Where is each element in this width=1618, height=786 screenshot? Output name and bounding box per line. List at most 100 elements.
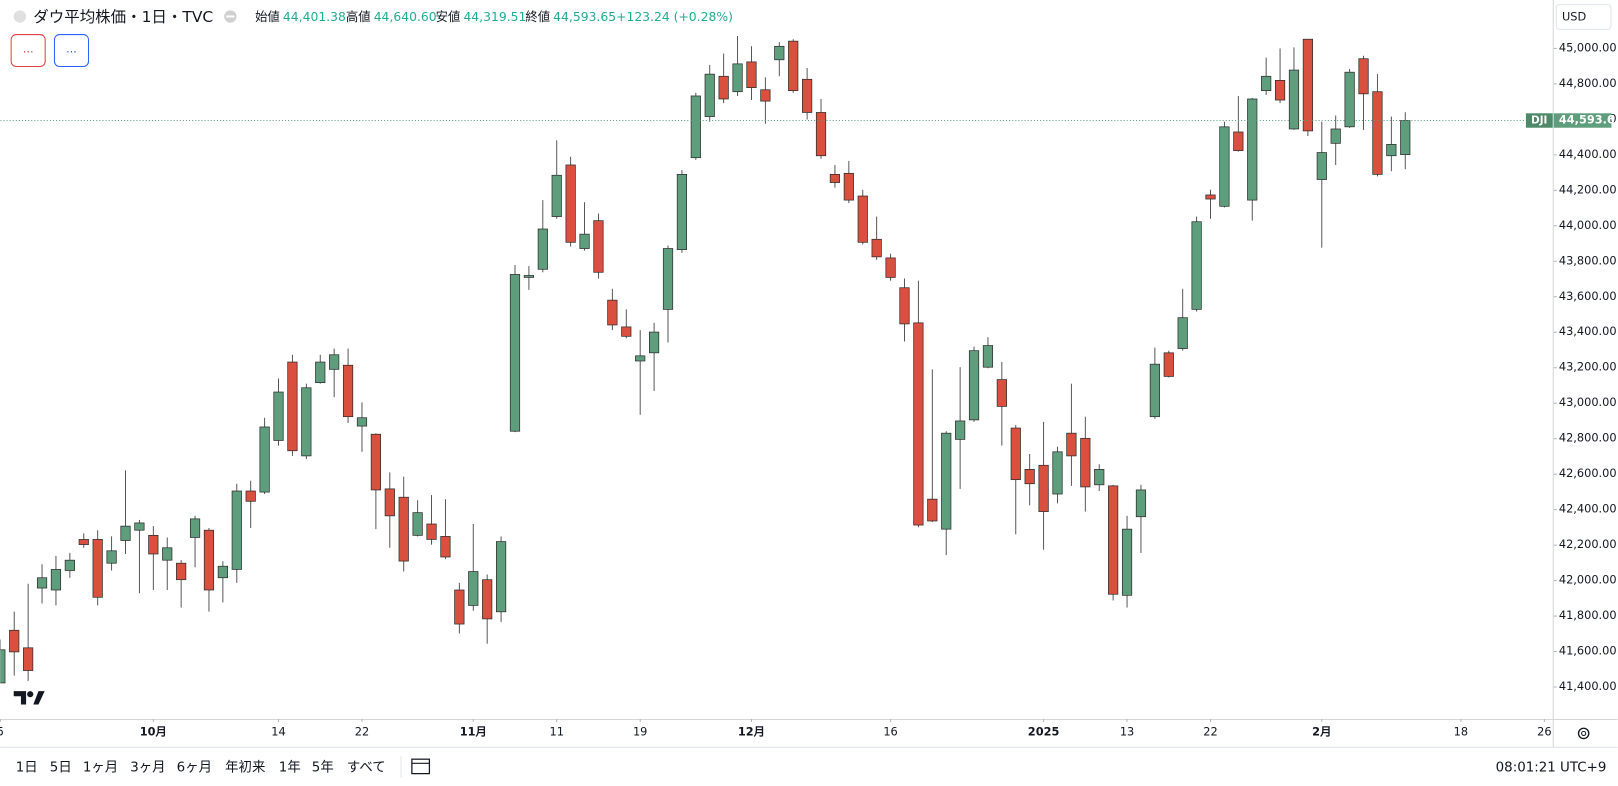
candle-body xyxy=(649,331,660,354)
candle-body xyxy=(287,361,298,452)
settings-button[interactable] xyxy=(1577,727,1590,740)
candle-body xyxy=(398,496,409,562)
x-tick-label: 2025 xyxy=(1028,724,1060,738)
candle-body xyxy=(1302,38,1313,132)
x-tick-label: 22 xyxy=(355,724,369,738)
candle-body xyxy=(1177,317,1188,349)
candle-body xyxy=(593,220,604,273)
candle-body xyxy=(301,387,312,457)
candle-body xyxy=(1358,58,1369,95)
candle-body xyxy=(440,536,451,558)
range-button[interactable]: 1年 xyxy=(279,759,301,775)
x-tick-label: 12月 xyxy=(738,724,765,738)
chart-title: ダウ平均株価・1日・TVC xyxy=(33,8,213,26)
legend-label: 始値 xyxy=(255,9,280,24)
candle-body xyxy=(1316,152,1327,180)
candle-body xyxy=(1066,432,1077,457)
y-tick-label: 41,400.00 xyxy=(1559,679,1617,693)
candle-body xyxy=(217,565,228,579)
collapse-icon xyxy=(226,15,235,18)
candle-body xyxy=(134,522,145,531)
candle-body xyxy=(1330,128,1341,144)
candle-body xyxy=(259,426,270,493)
candle-body xyxy=(231,490,242,570)
candle-body xyxy=(662,248,674,310)
candle-body xyxy=(1010,427,1021,481)
candle-body xyxy=(1108,485,1119,595)
candle-body xyxy=(1191,221,1202,310)
candle-body xyxy=(913,322,924,526)
candle-body xyxy=(551,174,562,217)
candle-body xyxy=(746,61,757,88)
calendar-button[interactable] xyxy=(411,758,431,775)
candle-body xyxy=(635,355,646,362)
candle-body xyxy=(342,364,354,418)
candle-body xyxy=(982,345,994,368)
candle-body xyxy=(245,490,256,502)
candle-body xyxy=(329,354,340,370)
x-tick-label: 14 xyxy=(271,724,285,738)
x-tick-label: 22 xyxy=(1203,724,1217,738)
range-button[interactable]: 5日 xyxy=(50,760,72,775)
price-badge xyxy=(1553,113,1612,128)
candle-body xyxy=(579,233,590,249)
range-button[interactable]: 1ヶ月 xyxy=(83,760,118,775)
range-button[interactable]: 1日 xyxy=(16,760,38,775)
y-tick-label: 41,800.00 xyxy=(1559,608,1617,622)
candle-body xyxy=(1219,126,1230,207)
candle-body xyxy=(857,195,868,243)
range-button[interactable]: 3ヶ月 xyxy=(130,760,165,775)
candle-body xyxy=(690,95,701,159)
candle-body xyxy=(1052,451,1063,495)
candle-body xyxy=(829,174,841,183)
candle-body xyxy=(384,488,395,517)
clock: 08:01:21 UTC+9 xyxy=(1496,760,1607,775)
candle-body xyxy=(1400,120,1411,155)
indicator-button[interactable] xyxy=(53,34,90,68)
symbol-label: DJI xyxy=(1531,115,1547,127)
candle-body xyxy=(1024,469,1035,485)
candle-body xyxy=(1149,363,1160,418)
candle-body xyxy=(495,541,507,613)
legend-label: 終値 xyxy=(525,9,550,24)
x-tick-label: 5 xyxy=(0,724,4,738)
candle-body xyxy=(1121,528,1133,596)
range-button[interactable]: 5年 xyxy=(312,759,334,775)
currency-label: USD xyxy=(1562,10,1586,24)
candle-body xyxy=(718,75,729,100)
candle-body xyxy=(92,539,103,598)
candle-body xyxy=(621,326,632,337)
indicator-label: ... xyxy=(23,42,34,56)
candle-body xyxy=(468,571,479,606)
candle-body xyxy=(120,525,131,541)
legend-label: 高値 xyxy=(346,9,371,24)
candle-body xyxy=(1233,131,1244,151)
candle-body xyxy=(788,40,799,92)
y-tick-label: 44,400.00 xyxy=(1559,147,1617,161)
legend-value: 44,319.51 xyxy=(463,10,526,24)
legend-value: 44,640.60 xyxy=(374,10,437,24)
candle-body xyxy=(78,539,89,545)
x-tick-label: 26 xyxy=(1537,724,1551,738)
candle-body xyxy=(189,518,201,538)
x-tick-label: 18 xyxy=(1454,724,1468,738)
indicator-button[interactable] xyxy=(10,34,46,68)
candle-body xyxy=(1205,194,1216,200)
candle-body xyxy=(412,512,423,536)
range-button[interactable]: すべて xyxy=(347,759,386,775)
candle-body xyxy=(732,63,743,93)
candle-body xyxy=(1135,489,1147,518)
x-tick-label: 2月 xyxy=(1312,724,1331,738)
currency-button[interactable] xyxy=(1555,4,1612,30)
logo xyxy=(13,691,45,705)
candle-body xyxy=(1247,98,1258,201)
candle-body xyxy=(1288,69,1300,130)
y-tick-label: 43,600.00 xyxy=(1559,289,1617,303)
candle-body xyxy=(1372,91,1383,175)
range-button[interactable]: 6ヶ月 xyxy=(177,760,212,775)
range-button[interactable]: 年初来 xyxy=(225,759,265,775)
y-tick-label: 42,200.00 xyxy=(1559,537,1617,551)
candle-body xyxy=(523,275,534,278)
